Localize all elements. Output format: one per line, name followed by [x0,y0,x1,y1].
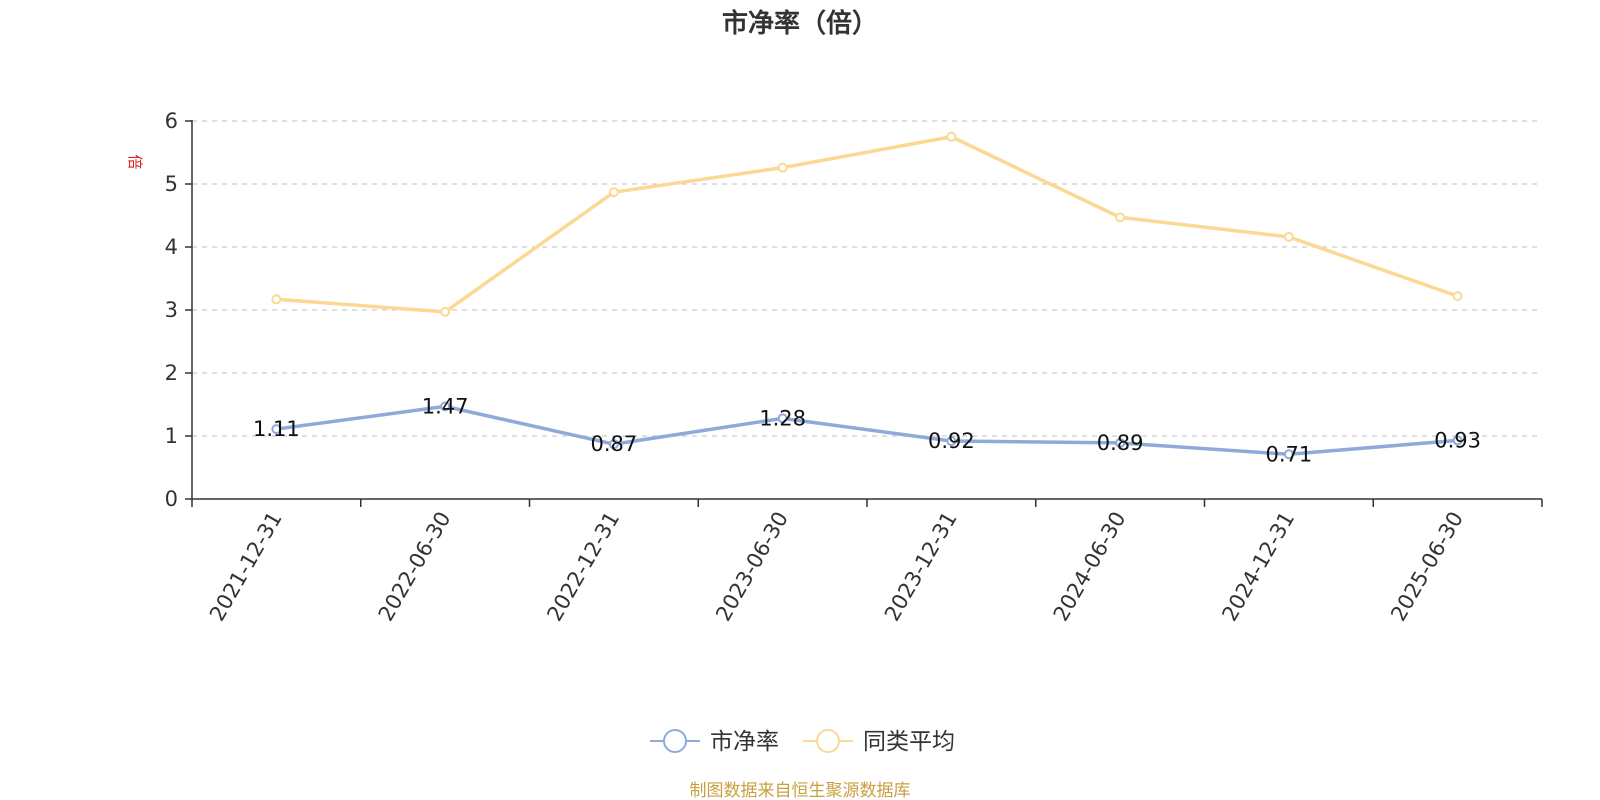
legend: 市净率 同类平均 [650,729,955,755]
y-tick-label: 0 [165,487,178,511]
data-point [1283,231,1294,242]
x-tick-label: 2021-12-31 [205,508,287,626]
data-point [777,413,788,424]
x-tick-label: 2025-06-30 [1386,508,1468,626]
data-point [1115,212,1126,223]
data-label: 1.28 [759,406,806,430]
data-label: 1.11 [253,417,300,441]
y-tick-label: 5 [165,172,178,196]
y-tick-label: 6 [165,109,178,133]
data-point [777,162,788,173]
data-label: 0.87 [590,432,637,456]
data-point [1115,437,1126,448]
x-tick-label: 2023-06-30 [711,508,793,626]
axis-layer: 0 1 2 3 4 5 6 2021-12-31 2022-06-30 2022-12-31 202… [165,109,1543,626]
grid-layer [192,120,1542,437]
data-point [271,294,282,305]
data-label: 1.47 [422,394,469,418]
data-point [440,306,451,317]
legend-item[interactable]: 同类平均 [803,729,955,755]
chart-title: 市净率（倍） [722,8,878,39]
data-point [946,436,957,447]
data-point [1452,291,1463,302]
y-tick-label: 2 [165,361,178,385]
series-line [274,135,1460,314]
legend-item[interactable]: 市净率 [650,729,779,755]
legend-label: 同类平均 [863,729,955,755]
data-point [1283,449,1294,460]
x-tick-label: 2024-06-30 [1049,508,1131,626]
series-line [274,404,1460,457]
y-axis-label: 倍 [126,154,144,169]
legend-marker [816,729,840,753]
data-label-layer: 1.11 1.47 0.87 1.28 0.92 0.89 0.71 0.93 [253,394,1481,466]
data-point [1452,435,1463,446]
legend-label: 市净率 [710,729,779,755]
x-tick-label: 2024-12-31 [1217,508,1299,626]
data-label: 0.89 [1097,431,1144,455]
data-label: 0.92 [928,429,975,453]
x-tick-label: 2022-12-31 [542,508,624,626]
data-label: 0.71 [1265,442,1312,466]
x-tick-label: 2023-12-31 [880,508,962,626]
data-point [946,131,957,142]
y-tick-label: 1 [165,424,178,448]
data-point [440,401,451,412]
data-label: 0.93 [1434,428,1481,452]
source-note: 制图数据来自恒生聚源数据库 [690,781,911,800]
y-tick-label: 4 [165,235,178,259]
data-point [608,439,619,450]
data-point [271,424,282,435]
series-layer [271,131,1463,460]
y-tick-label: 3 [165,298,178,322]
legend-marker [663,729,687,753]
x-tick-label: 2022-06-30 [374,508,456,626]
data-point [608,187,619,198]
